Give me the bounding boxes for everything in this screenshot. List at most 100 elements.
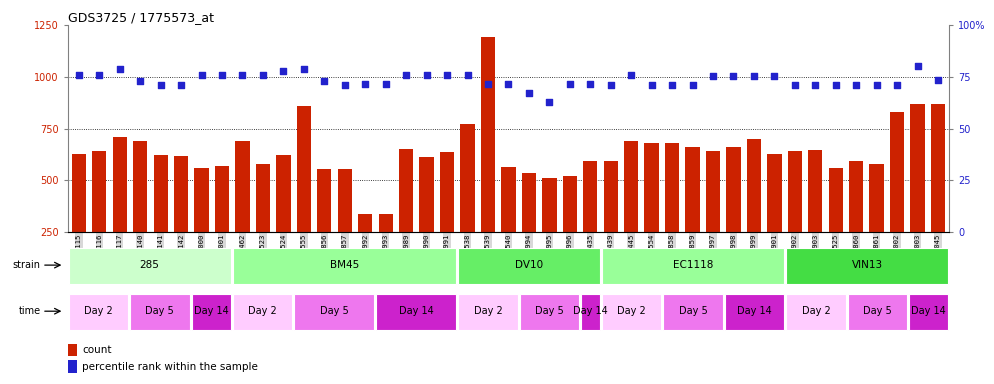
Point bbox=[296, 65, 312, 71]
Bar bbox=[358, 214, 373, 284]
Point bbox=[214, 72, 230, 78]
Point bbox=[930, 77, 946, 83]
Point bbox=[153, 82, 169, 88]
Text: VIN13: VIN13 bbox=[852, 260, 883, 270]
Bar bbox=[294, 294, 374, 330]
Point bbox=[542, 99, 558, 105]
Point bbox=[111, 65, 127, 71]
Point bbox=[255, 72, 271, 78]
Point bbox=[602, 82, 618, 88]
Text: 285: 285 bbox=[140, 260, 160, 270]
Text: Day 2: Day 2 bbox=[248, 306, 276, 316]
Bar bbox=[829, 168, 843, 284]
Bar bbox=[68, 344, 78, 356]
Bar bbox=[520, 294, 580, 330]
Bar bbox=[130, 294, 190, 330]
Point bbox=[562, 81, 578, 87]
Bar bbox=[890, 112, 905, 284]
Bar bbox=[911, 104, 924, 284]
Bar bbox=[725, 294, 784, 330]
Bar bbox=[563, 176, 577, 284]
Bar bbox=[644, 143, 659, 284]
Text: Day 5: Day 5 bbox=[145, 306, 174, 316]
Point bbox=[91, 72, 107, 78]
Bar bbox=[236, 141, 249, 284]
Bar bbox=[481, 37, 495, 284]
Bar bbox=[849, 161, 864, 284]
Bar bbox=[419, 157, 433, 284]
Text: count: count bbox=[82, 345, 111, 355]
Bar bbox=[379, 214, 393, 284]
Bar bbox=[727, 147, 741, 284]
Bar bbox=[192, 294, 231, 330]
Text: Day 2: Day 2 bbox=[617, 306, 646, 316]
Bar bbox=[72, 154, 86, 284]
Point bbox=[357, 81, 373, 87]
Point bbox=[787, 82, 803, 88]
Point bbox=[275, 68, 291, 74]
Text: BM45: BM45 bbox=[330, 260, 359, 270]
Text: Day 5: Day 5 bbox=[679, 306, 708, 316]
Bar bbox=[440, 152, 454, 284]
Point bbox=[316, 78, 332, 84]
Point bbox=[644, 82, 660, 88]
Text: EC1118: EC1118 bbox=[673, 260, 713, 270]
Bar bbox=[233, 294, 292, 330]
Point bbox=[418, 72, 434, 78]
Bar bbox=[296, 106, 311, 284]
Text: time: time bbox=[19, 306, 41, 316]
Bar bbox=[92, 151, 106, 284]
Bar bbox=[317, 169, 331, 284]
Bar bbox=[746, 139, 761, 284]
Bar bbox=[808, 151, 822, 284]
Bar bbox=[910, 294, 948, 330]
Bar bbox=[624, 141, 638, 284]
Bar bbox=[767, 154, 781, 284]
Text: Day 5: Day 5 bbox=[320, 306, 349, 316]
Text: Day 5: Day 5 bbox=[863, 306, 892, 316]
Point bbox=[235, 72, 250, 78]
Point bbox=[132, 78, 148, 84]
Bar bbox=[69, 248, 231, 284]
Bar bbox=[848, 294, 908, 330]
Point bbox=[807, 82, 823, 88]
Text: DV10: DV10 bbox=[515, 260, 543, 270]
Bar bbox=[542, 179, 557, 284]
Bar bbox=[68, 361, 78, 373]
Bar bbox=[233, 248, 456, 284]
Bar bbox=[522, 173, 536, 284]
Bar bbox=[786, 248, 948, 284]
Text: Day 2: Day 2 bbox=[473, 306, 502, 316]
Bar bbox=[870, 164, 884, 284]
Bar bbox=[686, 147, 700, 284]
Point bbox=[378, 81, 394, 87]
Bar bbox=[581, 294, 599, 330]
Bar bbox=[376, 294, 456, 330]
Point bbox=[337, 82, 353, 88]
Point bbox=[501, 81, 517, 87]
Bar bbox=[399, 149, 414, 284]
Bar bbox=[69, 294, 128, 330]
Bar bbox=[133, 141, 147, 284]
Point bbox=[869, 82, 885, 88]
Bar bbox=[786, 294, 846, 330]
Bar bbox=[458, 248, 599, 284]
Text: Day 14: Day 14 bbox=[911, 306, 946, 316]
Text: Day 14: Day 14 bbox=[194, 306, 229, 316]
Bar bbox=[153, 154, 168, 284]
Bar bbox=[601, 248, 784, 284]
Bar bbox=[603, 161, 618, 284]
Point bbox=[910, 63, 925, 70]
Bar bbox=[665, 143, 679, 284]
Bar bbox=[460, 124, 475, 284]
Point bbox=[828, 82, 844, 88]
Point bbox=[890, 82, 906, 88]
Point bbox=[439, 72, 455, 78]
Point bbox=[582, 81, 598, 87]
Bar bbox=[706, 151, 721, 284]
Text: Day 14: Day 14 bbox=[738, 306, 772, 316]
Point bbox=[766, 73, 782, 79]
Bar bbox=[601, 294, 661, 330]
Text: GDS3725 / 1775573_at: GDS3725 / 1775573_at bbox=[68, 11, 214, 24]
Text: Day 2: Day 2 bbox=[801, 306, 830, 316]
